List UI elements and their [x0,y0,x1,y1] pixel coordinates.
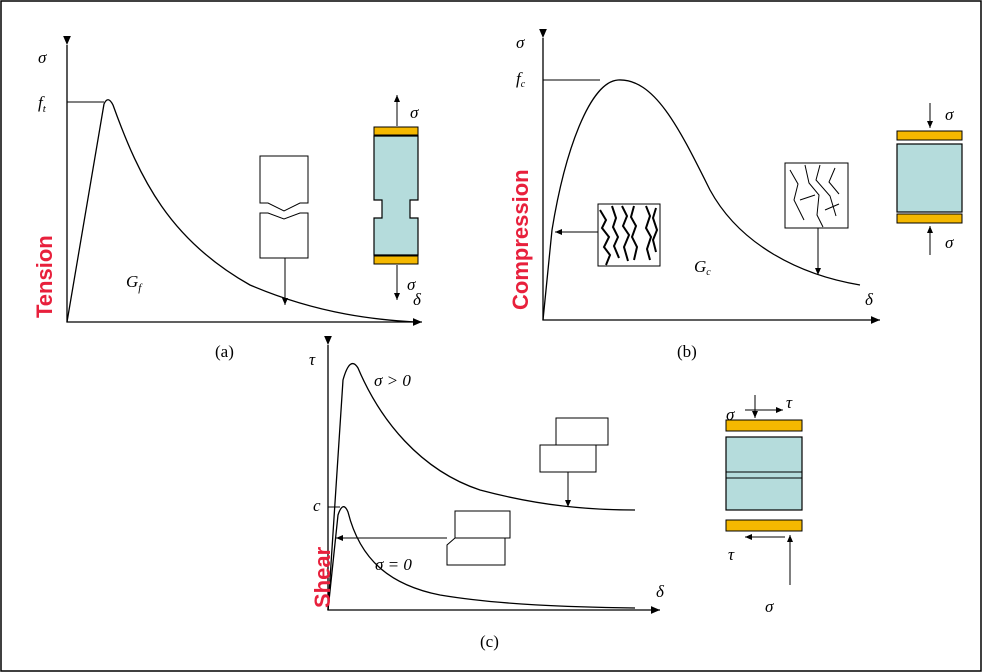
curve-lower [327,506,636,611]
specimen [896,143,963,213]
y-axis-label: σ [38,48,47,67]
block [454,510,511,539]
y-axis-label: τ [309,350,316,369]
x-axis-label: δ [413,290,422,309]
y-axis-label: σ [516,33,525,52]
caption: (b) [677,342,697,361]
texture [789,164,840,228]
load-label: σ [407,275,416,294]
peak-label: ft [38,93,47,115]
plate [725,519,803,532]
caption: (a) [215,342,234,361]
plate [896,130,963,141]
block [555,417,609,446]
panel-c: τ c σ > 0 σ = 0 Shear δ σ τ τ σ (c) [309,335,803,651]
load-label: σ [765,597,774,616]
side-label: Shear [310,546,335,608]
texture [599,205,659,266]
specimen-broken [259,155,309,259]
plate [896,213,963,224]
panel-b: σ fc Compression Gc δ σ σ (b) [508,28,963,361]
block [446,537,506,566]
peak-label: c [313,496,321,515]
plate [725,419,803,432]
plate [373,255,419,265]
curve-label: σ > 0 [374,371,411,390]
plate [373,126,419,136]
energy-label: Gf [126,272,143,294]
shear-label: τ [728,545,735,564]
axes [63,35,422,326]
curve-label: σ = 0 [375,555,412,574]
caption: (c) [480,632,499,651]
side-label: Tension [32,235,57,318]
side-label: Compression [508,169,533,310]
load-label: σ [726,405,735,424]
load-label: σ [945,233,954,252]
curve [66,99,416,323]
peak-label: fc [516,69,526,90]
shear-label: τ [786,393,793,412]
x-axis-label: δ [865,290,874,309]
load-label: σ [410,103,419,122]
curve [542,79,861,321]
specimen [725,436,803,511]
load-label: σ [945,105,954,124]
block [539,444,597,473]
specimen [373,135,419,256]
energy-label: Gc [694,257,711,278]
cracked-texture [784,162,849,229]
x-axis-label: δ [656,582,665,601]
panel-a: σ ft Tension Gf σ σ δ (a) [32,35,422,361]
